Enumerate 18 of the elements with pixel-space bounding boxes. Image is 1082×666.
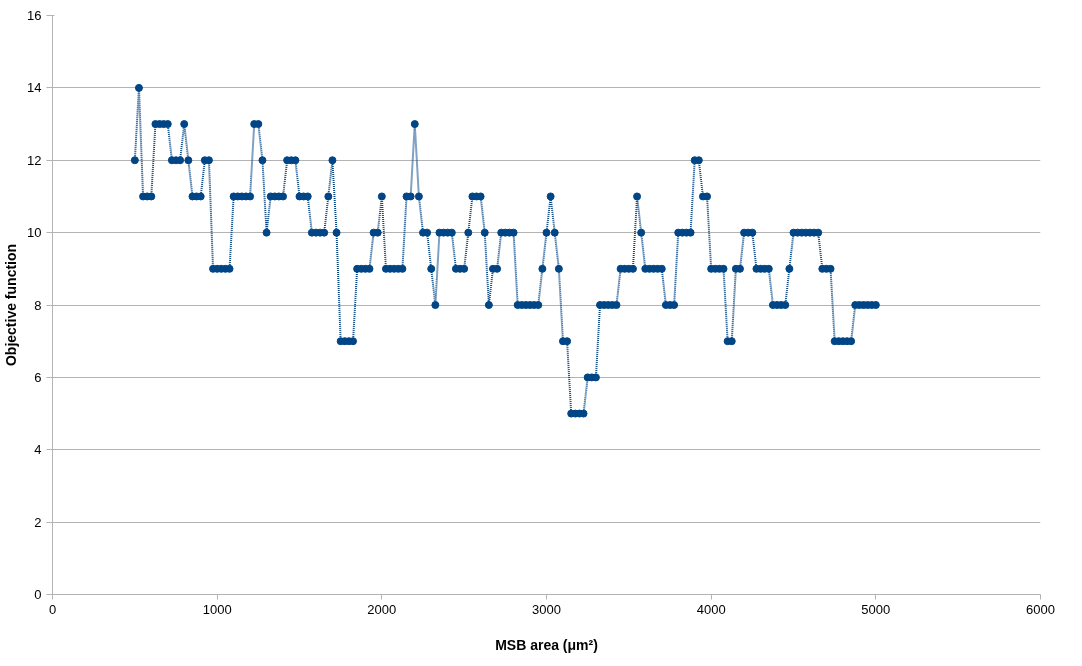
y-tick-label: 6 [34, 369, 42, 385]
y-tick-label: 12 [27, 152, 42, 168]
x-tick-label: 0 [48, 601, 57, 617]
y-tick-label: 10 [27, 225, 42, 241]
y-tick-label: 8 [34, 297, 42, 313]
y-tick-label: 0 [34, 587, 42, 602]
x-tick-label: 5000 [861, 601, 891, 617]
y-axis-title: Objective function [3, 243, 20, 367]
y-tick-label: 16 [27, 8, 42, 23]
x-tick-label: 2000 [367, 601, 397, 617]
y-tick-label: 4 [34, 442, 42, 458]
y-tick-label: 14 [27, 80, 42, 96]
x-tick-label: 3000 [532, 601, 561, 617]
x-tick-label: 1000 [202, 601, 232, 617]
x-tick-label: 4000 [696, 601, 726, 617]
y-tick-label: 2 [34, 514, 42, 530]
x-tick-label: 6000 [1026, 601, 1055, 617]
x-axis-title: MSB area (μm²) [495, 636, 598, 653]
